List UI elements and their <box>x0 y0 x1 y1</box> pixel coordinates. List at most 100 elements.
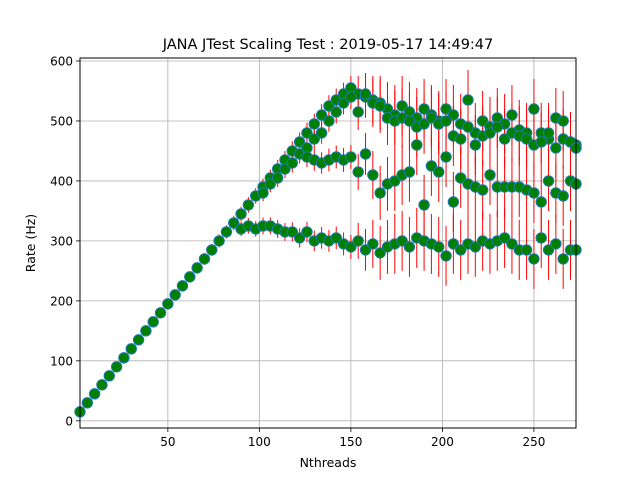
data-point <box>535 232 547 244</box>
data-point <box>447 196 460 208</box>
data-point <box>374 100 386 112</box>
data-point <box>140 325 152 337</box>
data-point <box>491 121 503 133</box>
chart-title: JANA JTest Scaling Test : 2019-05-17 14:… <box>162 37 494 53</box>
data-point <box>308 118 320 130</box>
data-point <box>345 151 357 163</box>
y-tick-label: 400 <box>50 174 73 188</box>
y-tick-label: 300 <box>50 234 73 248</box>
data-point <box>542 127 555 139</box>
data-point <box>147 316 159 328</box>
data-point <box>469 241 482 253</box>
data-point <box>528 187 540 199</box>
data-point <box>520 133 533 145</box>
data-point <box>418 199 430 211</box>
data-point <box>498 133 511 145</box>
x-tick-label: 50 <box>160 435 175 449</box>
x-tick-label: 150 <box>339 435 362 449</box>
data-point <box>557 115 569 127</box>
x-tick-label: 200 <box>431 435 454 449</box>
data-point <box>542 244 555 256</box>
data-point <box>301 127 313 139</box>
data-point <box>81 397 94 409</box>
data-point <box>476 115 489 127</box>
data-point <box>418 103 430 115</box>
data-point <box>235 208 247 220</box>
data-point <box>118 352 130 364</box>
data-point <box>352 235 364 247</box>
data-point <box>367 238 379 250</box>
data-point <box>352 106 364 118</box>
x-tick-label: 100 <box>248 435 271 449</box>
data-point <box>462 94 474 106</box>
data-point <box>220 226 233 238</box>
data-point <box>447 109 460 121</box>
data-point <box>462 121 474 133</box>
data-point <box>433 241 445 253</box>
y-tick-label: 600 <box>50 54 73 68</box>
data-point <box>433 166 445 178</box>
data-point <box>330 232 342 244</box>
data-point <box>257 187 269 199</box>
data-point <box>154 307 167 319</box>
data-point <box>315 109 328 121</box>
data-point <box>498 232 511 244</box>
plot-frame <box>79 57 577 429</box>
y-axis-label: Rate (Hz) <box>23 214 38 272</box>
x-axis-label: Nthreads <box>300 455 357 470</box>
data-point <box>403 241 416 253</box>
data-point <box>242 199 255 211</box>
data-point <box>484 127 496 139</box>
data-point <box>396 235 408 247</box>
data-point <box>337 97 350 109</box>
data-point <box>125 343 137 355</box>
data-point <box>228 217 240 229</box>
data-point <box>535 136 547 148</box>
data-point <box>352 166 364 178</box>
data-point <box>191 262 203 274</box>
data-point <box>484 169 496 181</box>
data-point <box>103 370 115 382</box>
data-point <box>476 184 489 196</box>
data-point <box>198 253 211 265</box>
data-point <box>323 115 335 127</box>
data-point <box>403 166 416 178</box>
data-point <box>454 133 467 145</box>
data-point <box>271 172 284 184</box>
data-point <box>308 133 320 145</box>
data-point <box>440 151 452 163</box>
data-point <box>506 109 518 121</box>
data-point <box>425 160 438 172</box>
x-tick-label: 250 <box>522 435 545 449</box>
data-point <box>184 271 196 283</box>
x-axis-ticks: 50 100 150 200 250 <box>160 428 545 449</box>
data-point <box>506 238 518 250</box>
data-point <box>535 196 547 208</box>
data-points <box>74 82 582 418</box>
y-tick-label: 500 <box>50 114 73 128</box>
data-point <box>315 127 328 139</box>
data-point <box>440 103 452 115</box>
data-point <box>425 112 438 124</box>
data-point <box>330 106 342 118</box>
data-point <box>367 169 379 181</box>
data-point <box>411 139 423 151</box>
y-tick-label: 200 <box>50 294 73 308</box>
data-point <box>440 115 452 127</box>
data-point <box>403 115 416 127</box>
data-point <box>206 244 218 256</box>
y-tick-label: 100 <box>50 354 73 368</box>
data-point <box>301 226 313 238</box>
data-point <box>359 88 372 100</box>
data-point <box>440 250 452 262</box>
data-point <box>293 232 306 244</box>
data-point <box>454 172 467 184</box>
y-axis-ticks: 0 100 200 300 400 500 600 <box>50 54 80 428</box>
data-point <box>359 244 372 256</box>
data-point <box>345 91 357 103</box>
data-point <box>162 298 174 310</box>
data-point <box>469 139 482 151</box>
data-point <box>279 163 291 175</box>
data-point <box>550 142 562 154</box>
